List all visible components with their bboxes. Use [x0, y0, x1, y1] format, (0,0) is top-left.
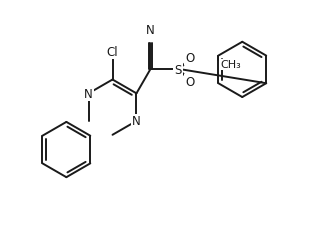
Text: CH₃: CH₃ [220, 60, 241, 70]
Text: N: N [146, 24, 155, 37]
Text: O: O [185, 52, 195, 65]
Text: Cl: Cl [107, 46, 118, 59]
Text: N: N [84, 88, 93, 100]
Text: S: S [174, 64, 182, 76]
Text: N: N [132, 115, 141, 128]
Text: O: O [185, 76, 195, 88]
